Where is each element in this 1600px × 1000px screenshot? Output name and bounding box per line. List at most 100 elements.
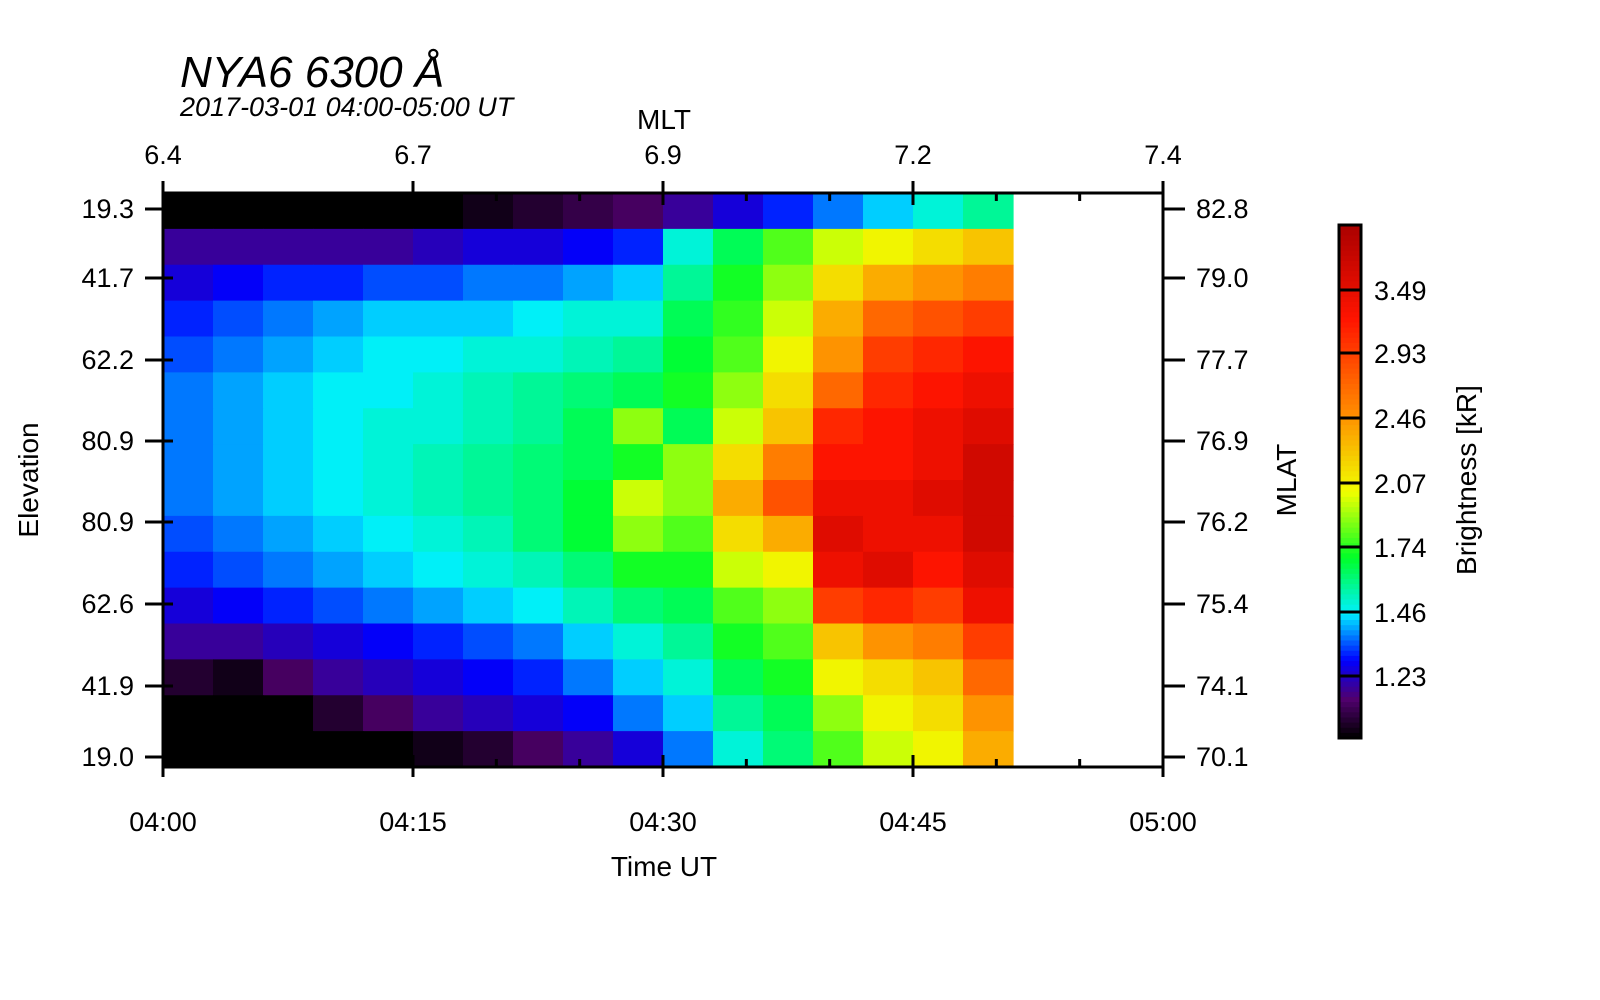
colorbar-segment: [1339, 537, 1361, 544]
heatmap-cell: [263, 193, 314, 230]
colorbar-segment: [1339, 717, 1361, 724]
heatmap-cell: [613, 623, 664, 660]
colorbar-segment: [1339, 476, 1361, 483]
y-tick-label: 62.2: [81, 345, 134, 375]
heatmap-cell: [413, 659, 464, 696]
heatmap-cell: [463, 336, 514, 373]
colorbar-segment: [1339, 727, 1361, 734]
heatmap-cell: [813, 336, 864, 373]
heatmap-cell: [713, 336, 764, 373]
heatmap-cell: [463, 695, 514, 732]
colorbar-segment: [1339, 225, 1361, 231]
heatmap-cell: [713, 193, 764, 230]
heatmap-cell: [563, 731, 614, 768]
heatmap-cell: [663, 515, 714, 553]
heatmap-cell: [263, 408, 314, 445]
colorbar-segment: [1339, 301, 1361, 308]
heatmap-cell: [513, 444, 564, 481]
heatmap-cell: [763, 336, 814, 373]
heatmap-cell: [413, 480, 464, 517]
heatmap-cell: [463, 444, 514, 481]
right-tick-label: 77.7: [1196, 345, 1249, 375]
top-tick-label: 6.4: [144, 140, 182, 170]
heatmap-cell: [213, 659, 264, 696]
heatmap-cell: [963, 372, 1014, 409]
heatmap-cell: [663, 695, 714, 732]
colorbar-tick-label: 2.07: [1374, 469, 1427, 499]
right-tick-label: 75.4: [1196, 589, 1249, 619]
heatmap-cell: [163, 623, 214, 660]
heatmap-cell: [963, 695, 1014, 732]
heatmap-cell: [713, 695, 764, 732]
colorbar-segment: [1339, 722, 1361, 729]
colorbar-segment: [1339, 563, 1361, 570]
heatmap-cell: [913, 480, 964, 517]
heatmap-cell: [763, 408, 814, 445]
colorbar-segment: [1339, 327, 1361, 334]
heatmap-cell: [313, 193, 364, 230]
heatmap-cell: [463, 408, 514, 445]
heatmap-cell: [163, 480, 214, 517]
top-tick-label: 6.9: [644, 140, 682, 170]
colorbar-segment: [1339, 486, 1361, 493]
heatmap-cell: [963, 264, 1014, 302]
x-tick-label: 05:00: [1129, 807, 1197, 837]
colorbar-segment: [1339, 604, 1361, 611]
heatmap-cell: [313, 659, 364, 696]
heatmap-cell: [813, 731, 864, 768]
colorbar-segment: [1339, 409, 1361, 416]
heatmap-cell: [263, 551, 314, 589]
heatmap-cell: [213, 372, 264, 409]
colorbar-segment: [1339, 661, 1361, 667]
colorbar-segment: [1339, 471, 1361, 477]
colorbar-segment: [1339, 230, 1361, 236]
heatmap-cell: [613, 515, 664, 553]
heatmap-cell: [413, 731, 464, 768]
heatmap-cell: [213, 480, 264, 517]
heatmap-cell: [463, 587, 514, 625]
heatmap-cell: [413, 695, 464, 732]
colorbar-segment: [1339, 635, 1361, 642]
colorbar-segment: [1339, 527, 1361, 534]
heatmap-cell: [263, 336, 314, 373]
heatmap-cell: [363, 408, 414, 445]
heatmap-cell: [963, 659, 1014, 696]
heatmap-cell: [563, 587, 614, 625]
heatmap-cell: [813, 623, 864, 660]
x-tick-label: 04:45: [879, 807, 947, 837]
heatmap-cell: [913, 264, 964, 302]
heatmap-cell: [363, 444, 414, 481]
colorbar-segment: [1339, 271, 1361, 277]
heatmap-cell: [163, 336, 214, 373]
heatmap-cell: [613, 551, 664, 589]
right-tick-label: 82.8: [1196, 194, 1249, 224]
heatmap-cell: [713, 659, 764, 696]
heatmap-cell: [663, 336, 714, 373]
colorbar-tick-label: 3.49: [1374, 276, 1427, 306]
x-tick-label: 04:30: [629, 807, 697, 837]
heatmap-cell: [363, 193, 414, 230]
top-tick-label: 7.2: [894, 140, 932, 170]
heatmap-cell: [413, 372, 464, 409]
heatmap-cell: [963, 444, 1014, 481]
colorbar-tick-label: 1.23: [1374, 662, 1427, 692]
heatmap-cell: [563, 372, 614, 409]
heatmap-cell: [513, 587, 564, 625]
heatmap-cell: [913, 551, 964, 589]
colorbar-segment: [1339, 686, 1361, 693]
heatmap-cell: [313, 372, 364, 409]
y-tick-label: 41.7: [81, 263, 134, 293]
heatmap-cell: [963, 336, 1014, 373]
heatmap-cell: [613, 695, 664, 732]
heatmap-cell: [213, 587, 264, 625]
heatmap-cell: [613, 300, 664, 338]
colorbar-segment: [1339, 681, 1361, 688]
axes: 04:00 04:15 04:30 04:45 05:00 6.4 6.7 6.9 7.2 7.4…: [81, 140, 1248, 837]
heatmap-cell: [813, 228, 864, 266]
heatmap-cell: [513, 264, 564, 302]
colorbar-segment: [1339, 630, 1361, 636]
colorbar-segment: [1339, 317, 1361, 324]
colorbar-segment: [1339, 666, 1361, 672]
heatmap-cell: [663, 659, 714, 696]
heatmap-cell: [763, 587, 814, 625]
